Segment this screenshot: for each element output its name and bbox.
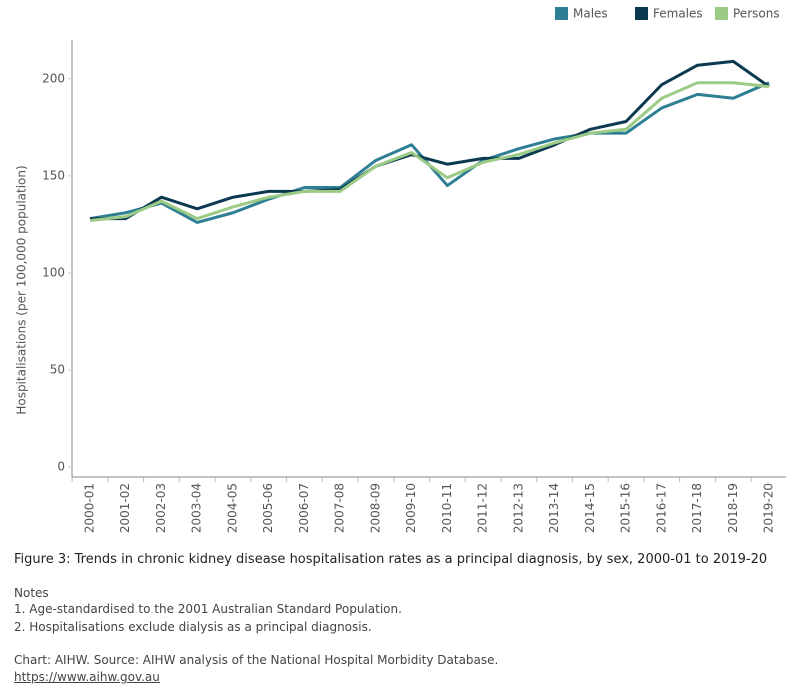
x-tick-label: 2014-15 [583, 483, 597, 533]
notes-heading: Notes [14, 586, 49, 600]
legend-swatch [715, 7, 728, 20]
note: 2. Hospitalisations exclude dialysis as … [14, 620, 372, 634]
x-tick-label: 2009-10 [404, 483, 418, 533]
note: 1. Age-standardised to the 2001 Australi… [14, 602, 402, 616]
y-tick-label: 100 [42, 265, 65, 279]
x-tick-label: 2005-06 [261, 483, 275, 533]
x-tick-label: 2000-01 [83, 483, 97, 533]
x-tick-label: 2008-09 [368, 483, 382, 533]
y-tick-label: 0 [57, 460, 65, 474]
x-tick-label: 2019-20 [762, 483, 776, 533]
x-tick-label: 2001-02 [118, 483, 132, 533]
x-tick-label: 2015-16 [619, 483, 633, 533]
legend-swatch [555, 7, 568, 20]
x-tick-label: 2016-17 [654, 483, 668, 533]
link[interactable]: https://www.aihw.gov.au [14, 670, 160, 684]
y-axis-label: Hospitalisations (per 100,000 population… [15, 165, 29, 414]
x-tick-label: 2018-19 [726, 483, 740, 533]
x-tick-label: 2012-13 [511, 483, 525, 533]
x-tick-label: 2004-05 [225, 483, 239, 533]
line [89, 81, 770, 224]
legend-label: Males [573, 7, 608, 21]
x-tick-label: 2010-11 [440, 483, 454, 533]
x-tick-label: 2017-18 [690, 483, 704, 533]
x-tick-label: 2006-07 [297, 483, 311, 533]
legend-label: Persons [733, 7, 780, 21]
line [89, 81, 770, 222]
x-tick-label: 2003-04 [190, 483, 204, 533]
x-tick-label: 2011-12 [476, 483, 490, 533]
chart: Hospitalisations (per 100,000 population… [15, 7, 786, 533]
x-tick-label: 2013-14 [547, 483, 561, 533]
legend-label: Females [653, 7, 703, 21]
y-tick-label: 150 [42, 168, 65, 182]
y-tick-label: 200 [42, 71, 65, 85]
legend-swatch [635, 7, 648, 20]
line [90, 59, 770, 221]
x-tick-label: 2007-08 [333, 483, 347, 533]
x-tick-label: 2002-03 [154, 483, 168, 533]
caption: Figure 3: Trends in chronic kidney disea… [14, 552, 768, 567]
y-tick-label: 50 [50, 362, 65, 376]
source: Chart: AIHW. Source: AIHW analysis of th… [14, 653, 499, 667]
